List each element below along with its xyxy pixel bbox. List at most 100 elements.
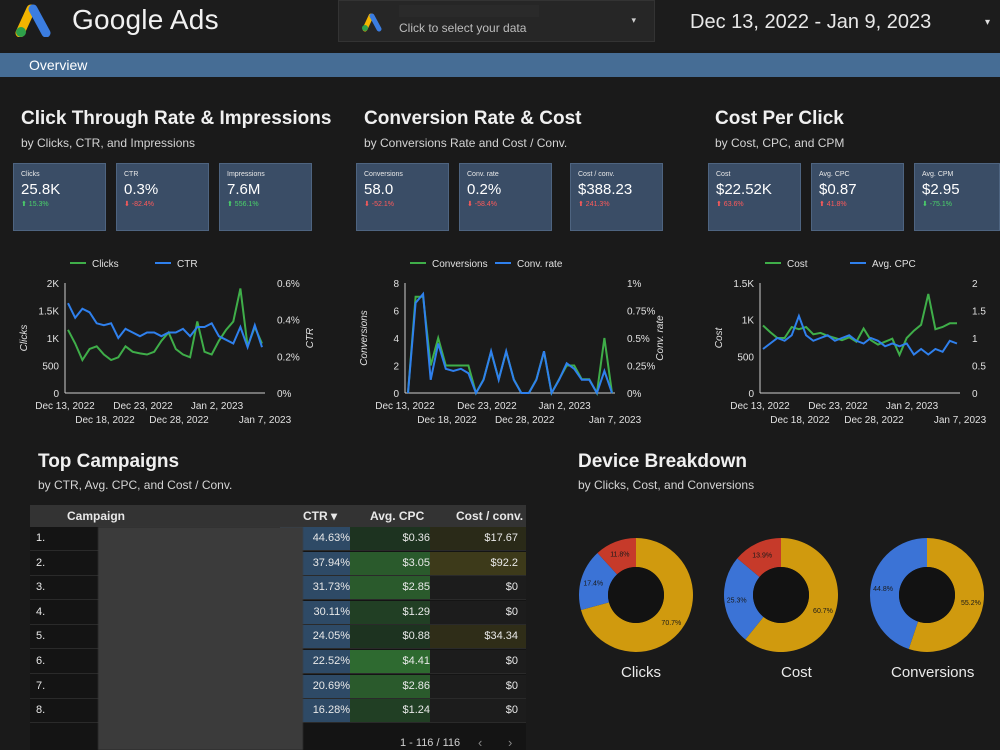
table-header: Campaign CTR ▾ Avg. CPC Cost / conv. [30,505,526,527]
tab-overview[interactable]: Overview [29,57,88,73]
donut-label: Clicks [621,664,661,681]
kpi-delta: ⬆ 556.1% [227,201,259,208]
kpi-card-cost: Cost $22.52K ⬆ 63.6% [708,163,801,231]
kpi-card-conv-rate: Conv. rate 0.2% ⬇ -58.4% [459,163,552,231]
section-subtitle: by Conversions Rate and Cost / Conv. [364,136,568,150]
y2-tick-label: 0.5% [627,334,650,345]
x-tick-label: Jan 2, 2023 [886,401,939,412]
legend-label: CTR [177,259,198,270]
y2-tick-label: 0 [972,389,978,400]
row-number: 2. [36,556,46,569]
y2-tick-label: 1 [972,334,978,345]
section-title: Device Breakdown [578,451,747,472]
y-tick-label: 0 [748,389,754,400]
kpi-value: 58.0 [364,181,394,198]
conversions-rate-chart: Conversions Conv. rate 0 2 4 6 8 0% 0.25% 0.5% 0.7… [360,259,666,426]
kpi-card-impressions: Impressions 7.6M ⬆ 556.1% [219,163,312,231]
app-name: Google Ads [72,4,219,35]
y2-axis-title: Conv. rate [655,315,666,361]
legend-label: Cost [787,259,808,270]
kpi-card-cost-per-conv: Cost / conv. $388.23 ⬆ 241.3% [570,163,663,231]
row-number: 7. [36,679,46,692]
cost-conv-cell: $0 [430,650,526,673]
col-ctr-sorted[interactable]: CTR ▾ [303,509,338,523]
cost-conv-cell: $92.2 [430,551,526,575]
y-tick-label: 2 [393,362,399,373]
series-line-2 [67,302,263,351]
y-tick-label: 500 [42,362,59,373]
y-axis-title: Clicks [19,325,30,352]
slice-label: 55.2% [961,600,981,607]
avg-cpc-cell: $1.24 [350,699,438,723]
series-line-1 [67,288,263,363]
y-tick-label: 8 [393,279,399,290]
cost-donut-chart: 60.7% 25.3% 13.9% [724,538,838,652]
y-tick-label: 6 [393,307,399,318]
section-title: Cost Per Click [715,108,844,129]
legend-label: Avg. CPC [872,259,916,270]
kpi-card-conversions: Conversions 58.0 ⬇ -52.1% [356,163,449,231]
slice-label: 25.3% [727,597,747,604]
avg-cpc-cell: $2.85 [350,576,438,600]
kpi-delta: ⬇ -75.1% [922,201,952,208]
legend-label: Conversions [432,259,488,270]
section-subtitle: by Clicks, CTR, and Impressions [21,136,196,150]
y-axis-title: Cost [714,326,725,348]
next-page-button[interactable]: › [508,735,513,750]
y-tick-label: 4 [393,334,399,345]
x-tick-label: Dec 18, 2022 [75,415,135,426]
avg-cpc-cell: $1.29 [350,600,438,624]
kpi-value: 25.8K [21,181,61,198]
row-number: 8. [36,704,46,717]
y-tick-label: 0 [53,389,59,400]
y2-tick-label: 0.4% [277,316,300,327]
x-tick-label: Dec 13, 2022 [730,401,790,412]
donut-hole [899,567,955,623]
prev-page-button[interactable]: ‹ [478,735,483,750]
selector-placeholder: Click to select your data [399,21,527,35]
slice-label: 44.8% [873,586,893,593]
kpi-label: Avg. CPC [819,171,850,178]
redacted-account [399,5,539,17]
y-tick-label: 2K [47,279,60,290]
y2-tick-label: 0.75% [627,307,655,318]
page-nav: Overview [0,53,1000,77]
redacted-campaign-names [98,527,303,750]
x-tick-label: Jan 7, 2023 [239,415,292,426]
kpi-value: 0.2% [467,181,502,198]
chevron-down-icon[interactable]: ▾ [984,17,990,28]
col-avg-cpc[interactable]: Avg. CPC [370,509,425,523]
kpi-label: Clicks [21,171,40,178]
google-ads-small-icon [362,13,382,32]
x-tick-label: Dec 28, 2022 [495,415,555,426]
y2-tick-label: 1.5 [972,307,986,318]
series-line-2 [762,313,958,356]
kpi-value: 0.3% [124,181,159,198]
y2-tick-label: 1% [627,279,642,290]
date-range-picker[interactable]: Dec 13, 2022 - Jan 9, 2023 [690,11,932,33]
x-tick-label: Jan 7, 2023 [589,415,642,426]
y-tick-label: 1K [742,316,755,327]
conversions-donut-chart: 55.2% 44.8% [870,538,985,652]
y2-tick-label: 0.6% [277,279,300,290]
row-number: 3. [36,581,46,594]
kpi-value: 7.6M [227,181,261,198]
section-subtitle: by CTR, Avg. CPC, and Cost / Conv. [38,478,233,492]
donut-slice [908,538,985,652]
donut-slice [597,538,636,575]
row-number: 6. [36,655,46,667]
col-campaign[interactable]: Campaign [67,509,126,523]
col-cost-conv[interactable]: Cost / conv. [456,509,524,523]
kpi-delta: ⬆ 41.8% [819,201,847,208]
data-source-selector[interactable]: Click to select your data ▾ [338,0,655,42]
slice-label: 11.8% [610,552,629,559]
donut-hole [608,567,664,623]
x-tick-label: Dec 13, 2022 [35,401,95,412]
slice-label: 13.9% [752,553,772,560]
row-number: 5. [36,630,46,643]
donut-slice [745,538,838,652]
y2-tick-label: 0.25% [627,362,655,373]
pagination-info: 1 - 116 / 116 [400,737,461,749]
section-subtitle: by Clicks, Cost, and Conversions [578,478,755,492]
